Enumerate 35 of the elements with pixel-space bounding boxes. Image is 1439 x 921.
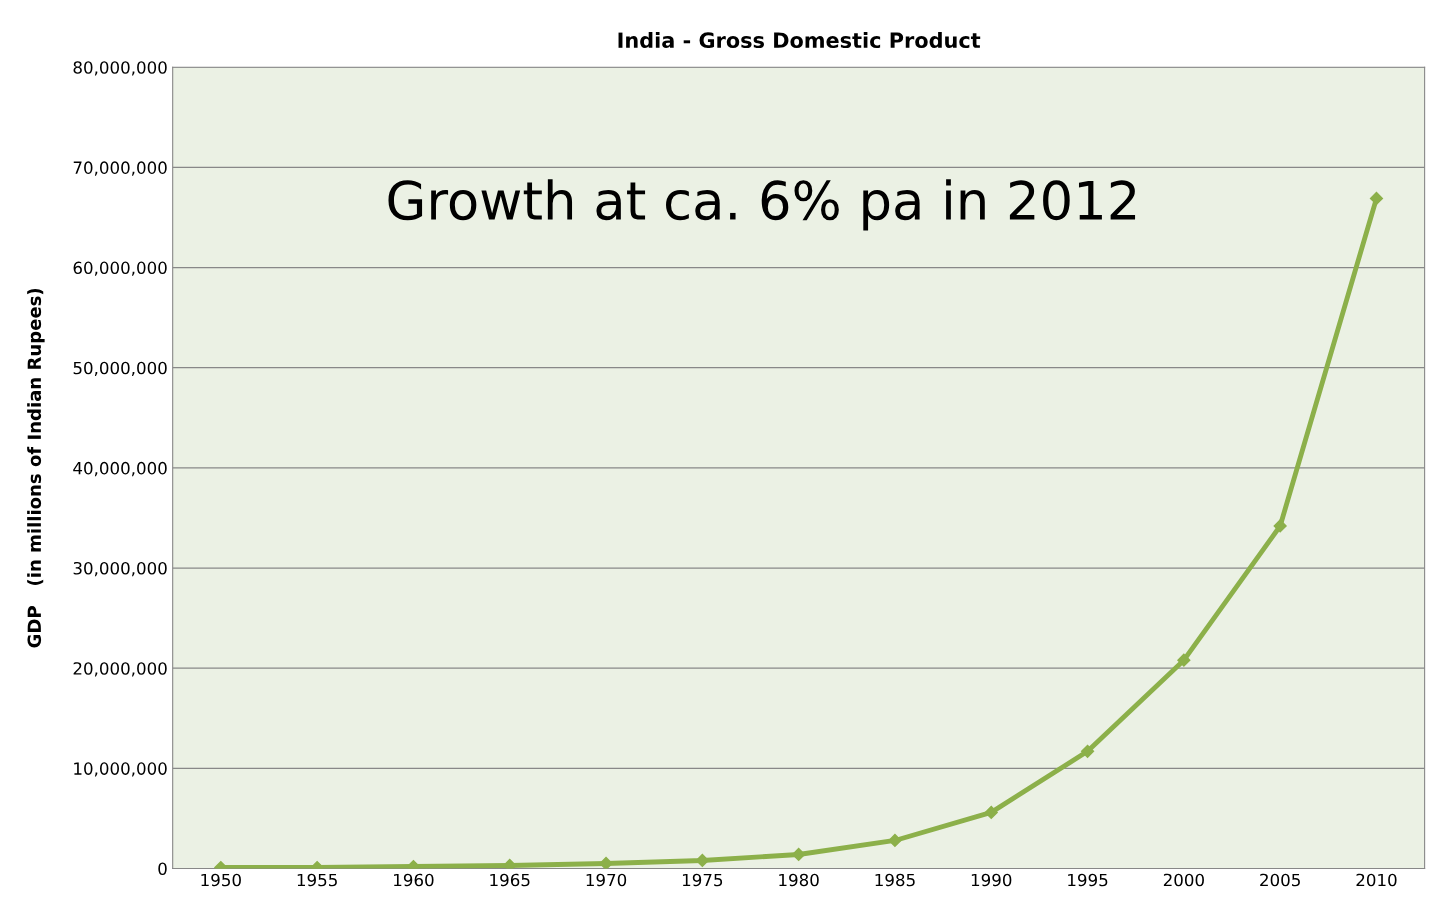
y-tick-label: 30,000,000 xyxy=(73,561,167,577)
x-tick-label: 1975 xyxy=(682,873,723,887)
y-tick-label: 60,000,000 xyxy=(73,261,167,276)
point xyxy=(695,853,709,868)
point xyxy=(1273,519,1287,533)
y-tick-label: 0 xyxy=(158,862,167,876)
y-tick-label: 70,000,000 xyxy=(73,161,167,176)
x-tick-label: 1990 xyxy=(971,873,1012,887)
point xyxy=(888,833,902,848)
y-tick-label: 10,000,000 xyxy=(74,762,167,777)
x-tick-label: 1960 xyxy=(394,873,434,887)
x-tick-label: 1995 xyxy=(1068,873,1108,887)
x-tick-label: 1965 xyxy=(490,873,530,887)
y-tick-label: 20,000,000 xyxy=(73,662,167,677)
x-tick-label: 1980 xyxy=(779,873,819,887)
y-tick-label: 80,000,000 xyxy=(73,61,167,76)
point xyxy=(792,847,806,862)
point xyxy=(503,858,517,869)
x-tick-label: 2005 xyxy=(1260,873,1300,887)
x-tick-label: 1950 xyxy=(201,873,241,887)
point xyxy=(1369,191,1384,206)
y-tick-label: 50,000,000 xyxy=(73,361,167,376)
chart-title: India - Gross Domestic Product xyxy=(618,31,981,49)
y-axis-title: GDP (in millions of Indian Rupees) xyxy=(27,288,45,648)
x-tick-label: 1955 xyxy=(297,873,337,887)
point xyxy=(1080,744,1095,758)
x-tick-label: 2000 xyxy=(1163,873,1204,887)
x-tick-label: 2010 xyxy=(1356,873,1397,887)
annotation: Growth at ca. 6% pa in 2012 xyxy=(388,179,1136,231)
point xyxy=(984,805,998,820)
y-tick-label: 40,000,000 xyxy=(73,461,167,477)
point xyxy=(1177,653,1191,667)
x-tick-label: 1985 xyxy=(875,873,915,887)
point xyxy=(599,856,613,869)
x-tick-label: 1970 xyxy=(586,873,627,887)
